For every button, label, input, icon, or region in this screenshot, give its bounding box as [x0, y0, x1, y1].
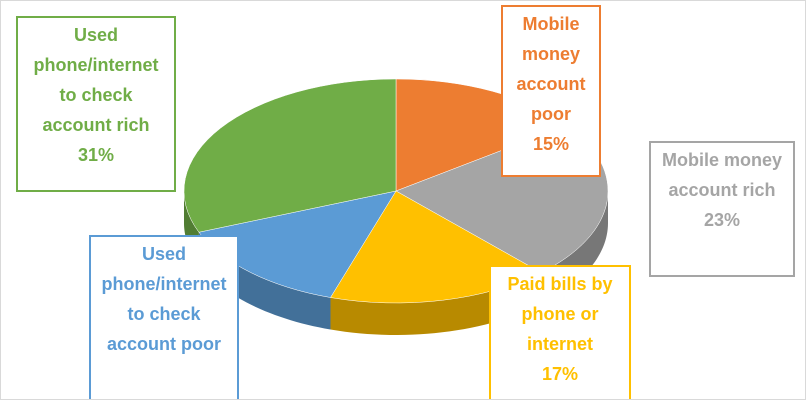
label-name: Mobile money account poor	[516, 14, 586, 124]
label-name: Used phone/internet to check account ric…	[33, 25, 159, 135]
data-label: Used phone/internet to check account ric…	[16, 16, 176, 192]
label-name: Paid bills by phone or internet	[507, 274, 613, 354]
data-label: Mobile money account poor 15%	[501, 5, 601, 177]
slice	[183, 78, 397, 233]
label-name: Used phone/internet to check account poo…	[101, 244, 227, 354]
label-value: 15%	[532, 134, 570, 154]
data-label: Used phone/internet to check account poo…	[89, 235, 239, 399]
label-value: 31%	[77, 145, 115, 165]
data-label: Paid bills by phone or internet 17%	[489, 265, 631, 399]
label-value: 23%	[703, 210, 741, 230]
data-label: Mobile money account rich 23%	[649, 141, 795, 277]
slice-side	[198, 232, 331, 330]
label-value: 17%	[541, 364, 579, 384]
label-name: Mobile money account rich	[661, 150, 782, 200]
slice-side	[330, 272, 542, 335]
